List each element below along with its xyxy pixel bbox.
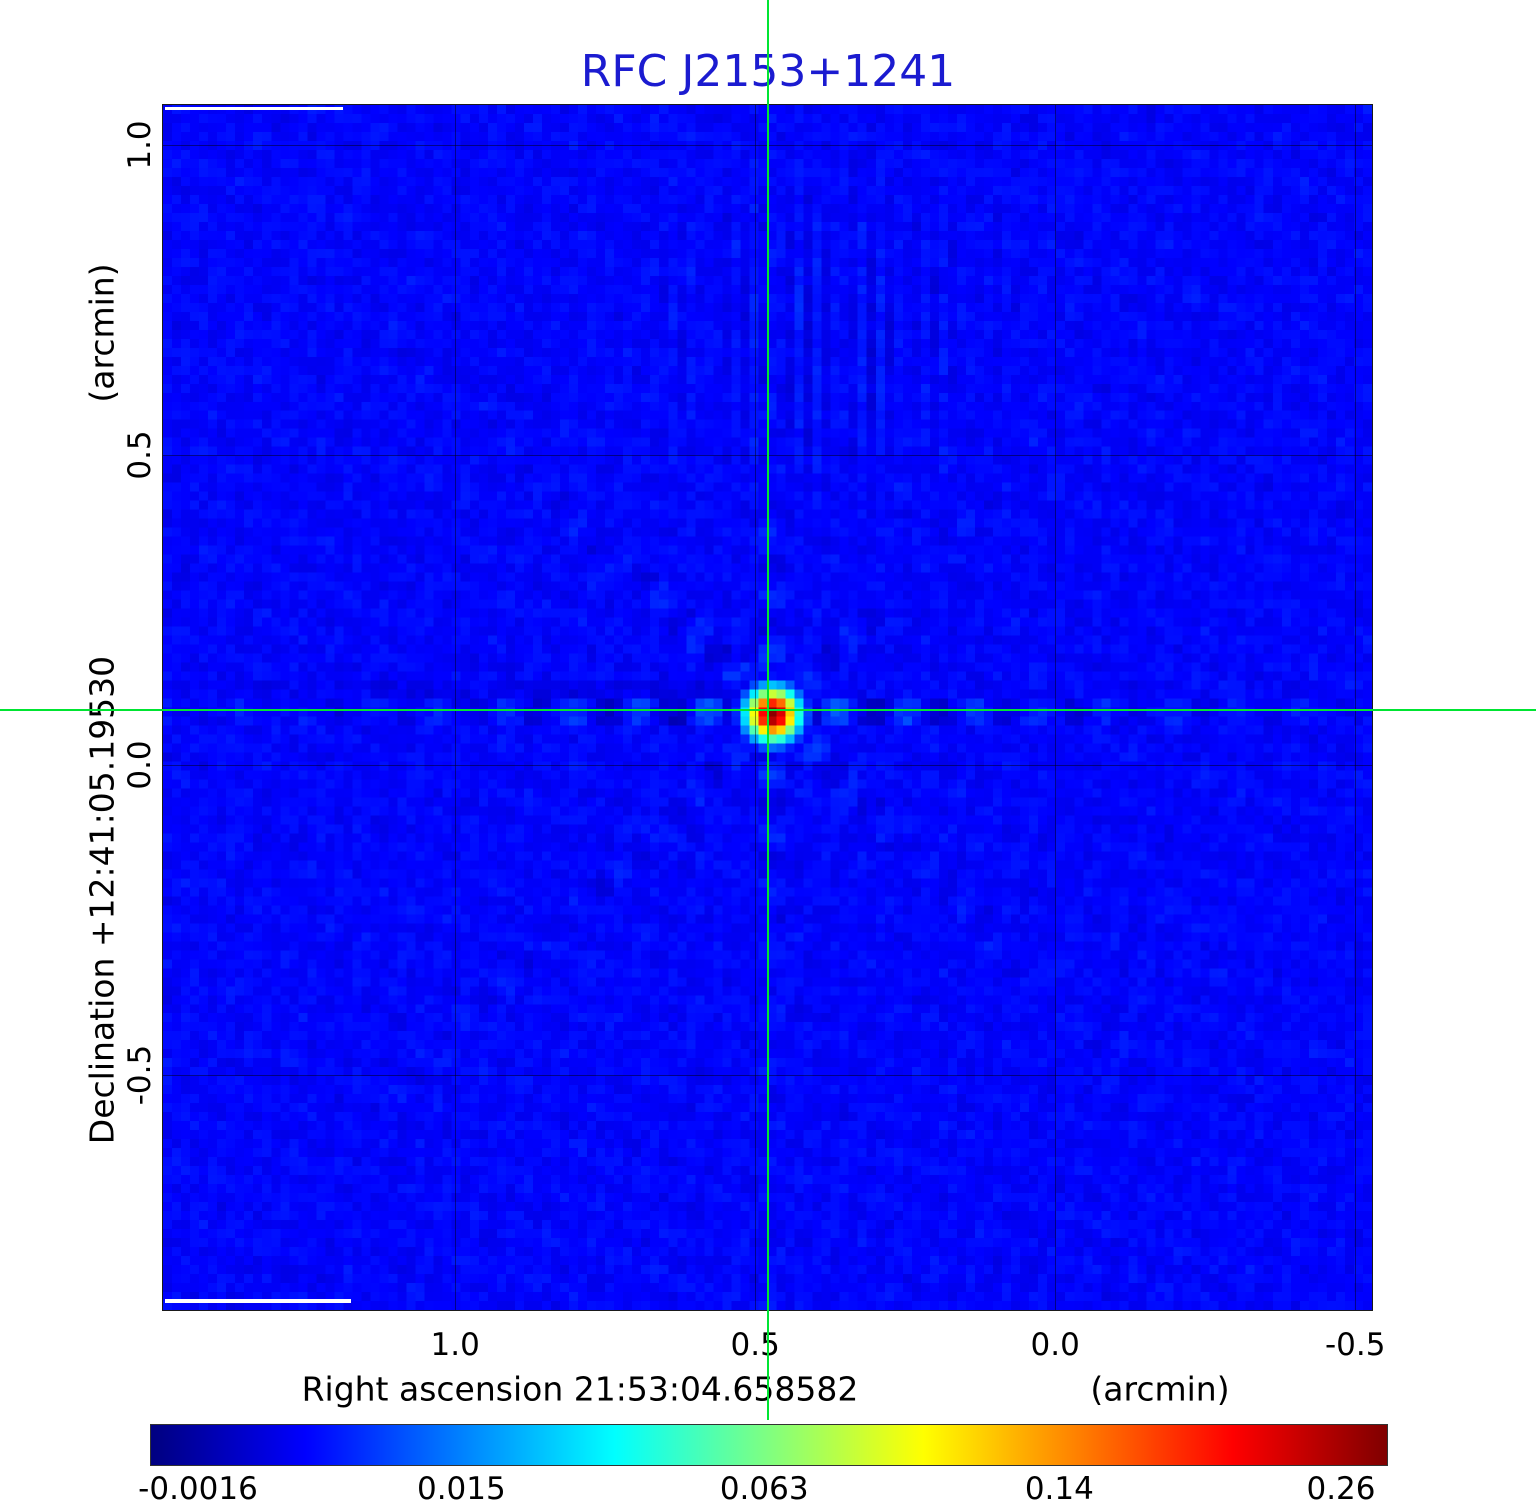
y-axis-tick-label: 0.0 [122,740,158,790]
y-axis-unit-label: (arcmin) [82,263,122,403]
grid-line-vertical [755,105,757,1310]
crosshair-horizontal-line [0,708,1536,711]
colorbar-tick-label: -0.0016 [138,1471,258,1507]
x-axis-unit-label: (arcmin) [1090,1369,1230,1409]
colorbar-tick-label: 0.063 [719,1471,809,1507]
x-axis-label: Right ascension 21:53:04.658582 [301,1369,859,1409]
x-axis-tick-label: 1.0 [430,1327,480,1363]
grid-line-vertical [455,105,457,1310]
beam-scale-bar-bottom [165,1299,351,1303]
y-axis-label: Declination +12:41:05.19530 [82,655,122,1145]
y-axis-tick-label: 0.5 [122,430,158,480]
beam-scale-bar-top [165,107,343,110]
y-axis-tick-label: -0.5 [122,1044,158,1106]
colorbar-tick-label: 0.015 [416,1471,506,1507]
grid-line-vertical [1055,105,1057,1310]
colorbar-tick-label: 0.14 [1024,1471,1094,1507]
colorbar-tick-label: 0.26 [1306,1471,1376,1507]
x-axis-tick-label: 0.5 [730,1327,780,1363]
grid-line-vertical [1355,105,1357,1310]
x-axis-tick-label: 0.0 [1030,1327,1080,1363]
y-axis-tick-label: 1.0 [122,120,158,170]
x-axis-tick-label: -0.5 [1324,1327,1386,1363]
colorbar [150,1424,1388,1466]
